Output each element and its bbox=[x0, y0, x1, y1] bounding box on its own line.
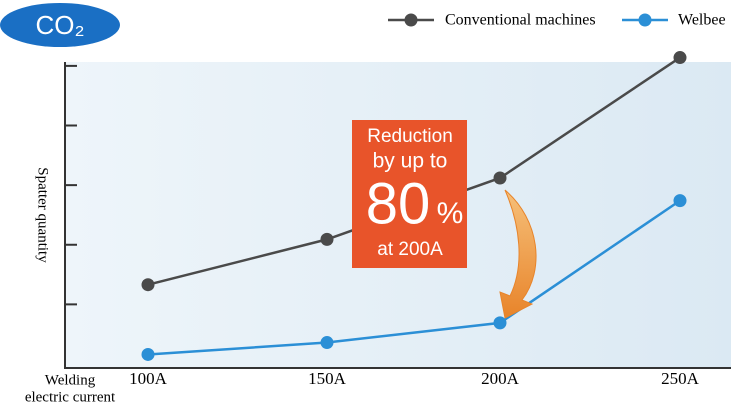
point bbox=[494, 316, 507, 329]
chart: CO₂ Spatter quantity Welding electric cu… bbox=[0, 0, 731, 410]
x-tick-label: 150A bbox=[308, 369, 347, 388]
legend-marker bbox=[639, 14, 652, 27]
point bbox=[674, 194, 687, 207]
x-axis-label: Welding bbox=[45, 372, 96, 388]
annotation-text: at 200A bbox=[377, 239, 443, 260]
x-tick-label: 100A bbox=[129, 369, 168, 388]
x-tick-label: 200A bbox=[481, 369, 520, 388]
point bbox=[494, 171, 507, 184]
legend-marker bbox=[405, 14, 418, 27]
annotation-text: 80 bbox=[366, 171, 431, 236]
annotation-text: Reduction bbox=[367, 126, 453, 147]
x-axis-label: electric current bbox=[25, 389, 116, 405]
annotation-text: % bbox=[437, 197, 464, 230]
point bbox=[142, 278, 155, 291]
point bbox=[142, 348, 155, 361]
legend-label: Welbee bbox=[678, 12, 726, 29]
x-tick-label: 250A bbox=[661, 369, 700, 388]
legend-label: Conventional machines bbox=[445, 12, 596, 29]
point bbox=[321, 336, 334, 349]
badge-text: CO₂ bbox=[35, 10, 84, 40]
annotation-text: by up to bbox=[373, 150, 448, 173]
point bbox=[674, 51, 687, 64]
y-axis-label: Spatter quantity bbox=[35, 167, 51, 263]
point bbox=[321, 233, 334, 246]
